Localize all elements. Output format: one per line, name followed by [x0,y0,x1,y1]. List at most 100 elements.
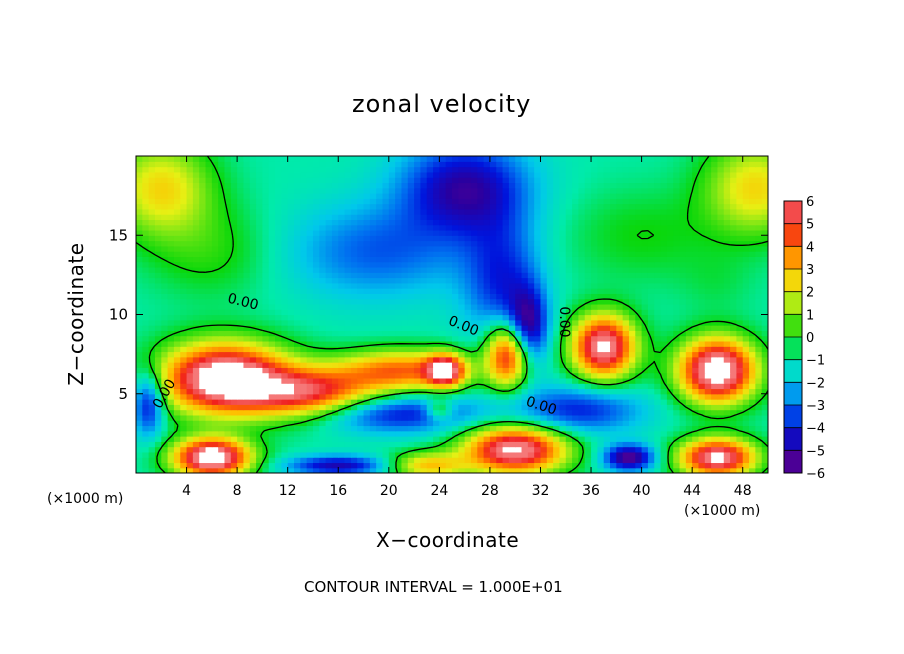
field-cell [161,272,169,279]
field-cell [218,261,226,268]
field-cell [173,414,181,421]
field-cell [420,245,428,252]
field-cell [622,240,630,247]
field-cell [736,388,744,395]
field-cell [578,414,586,421]
field-cell [211,467,219,473]
field-cell [723,340,731,347]
field-cell [761,261,768,268]
field-cell [698,462,706,469]
field-cell [622,229,630,236]
field-cell [395,330,403,337]
field-cell [142,351,150,358]
field-cell [666,330,674,337]
field-cell [211,393,219,400]
field-cell [458,420,466,427]
field-cell [698,356,706,363]
field-cell [369,425,377,432]
field-cell [350,399,358,405]
field-cell [489,330,497,337]
field-cell [591,235,598,242]
field-cell [477,441,485,448]
field-cell [167,377,175,384]
field-cell [641,293,649,300]
field-cell [685,240,693,247]
field-cell [218,293,226,300]
field-cell [275,229,282,236]
field-cell [610,245,617,252]
field-cell [350,330,358,337]
field-cell [300,319,308,326]
field-cell [508,372,516,379]
field-cell [515,319,523,326]
field-cell [338,457,346,464]
field-cell [395,277,403,284]
field-cell [256,404,263,411]
field-cell [647,346,655,353]
field-cell [205,340,213,347]
field-cell [591,393,598,400]
field-cell [477,372,485,379]
field-cell [249,441,257,448]
field-cell [420,208,428,215]
field-cell [496,219,504,226]
field-cell [154,298,162,305]
field-cell [452,362,459,368]
field-cell [173,314,181,321]
field-cell [325,388,333,395]
field-cell [723,282,731,289]
field-cell [294,298,301,305]
field-cell [717,266,725,273]
field-cell [673,351,681,358]
field-cell [319,362,327,368]
field-cell [483,446,491,453]
field-cell [730,219,737,226]
field-cell [331,409,339,416]
field-cell [749,377,756,384]
field-cell [736,325,744,331]
field-cell [723,277,731,284]
field-cell [470,409,478,416]
field-cell [603,277,611,284]
field-cell [717,420,725,427]
field-cell [281,272,289,279]
field-cell [565,425,573,432]
field-cell [407,346,415,353]
field-cell [186,245,194,252]
field-cell [761,330,768,337]
field-cell [192,430,200,437]
field-cell [300,377,308,384]
field-cell [572,314,579,321]
field-cell [382,208,390,215]
field-cell [489,288,497,294]
field-cell [730,288,737,294]
field-cell [136,298,143,305]
field-cell [192,288,200,294]
field-cell [325,351,333,358]
field-cell [470,330,478,337]
field-cell [749,245,756,252]
field-cell [673,446,681,453]
field-cell [704,229,712,236]
field-cell [382,277,390,284]
field-cell [515,266,523,273]
field-cell [452,224,459,231]
field-cell [148,282,156,289]
field-cell [508,457,516,464]
field-cell [300,261,308,268]
field-cell [742,335,750,342]
field-cell [553,409,561,416]
field-cell [388,219,396,226]
field-cell [515,356,523,363]
field-cell [445,224,453,231]
field-cell [603,219,611,226]
field-cell [180,288,188,294]
field-cell [167,430,175,437]
field-cell [458,240,466,247]
field-cell [275,303,282,310]
field-cell [243,356,251,363]
field-cell [211,457,219,464]
field-cell [237,319,245,326]
field-cell [553,399,561,405]
field-cell [622,356,630,363]
